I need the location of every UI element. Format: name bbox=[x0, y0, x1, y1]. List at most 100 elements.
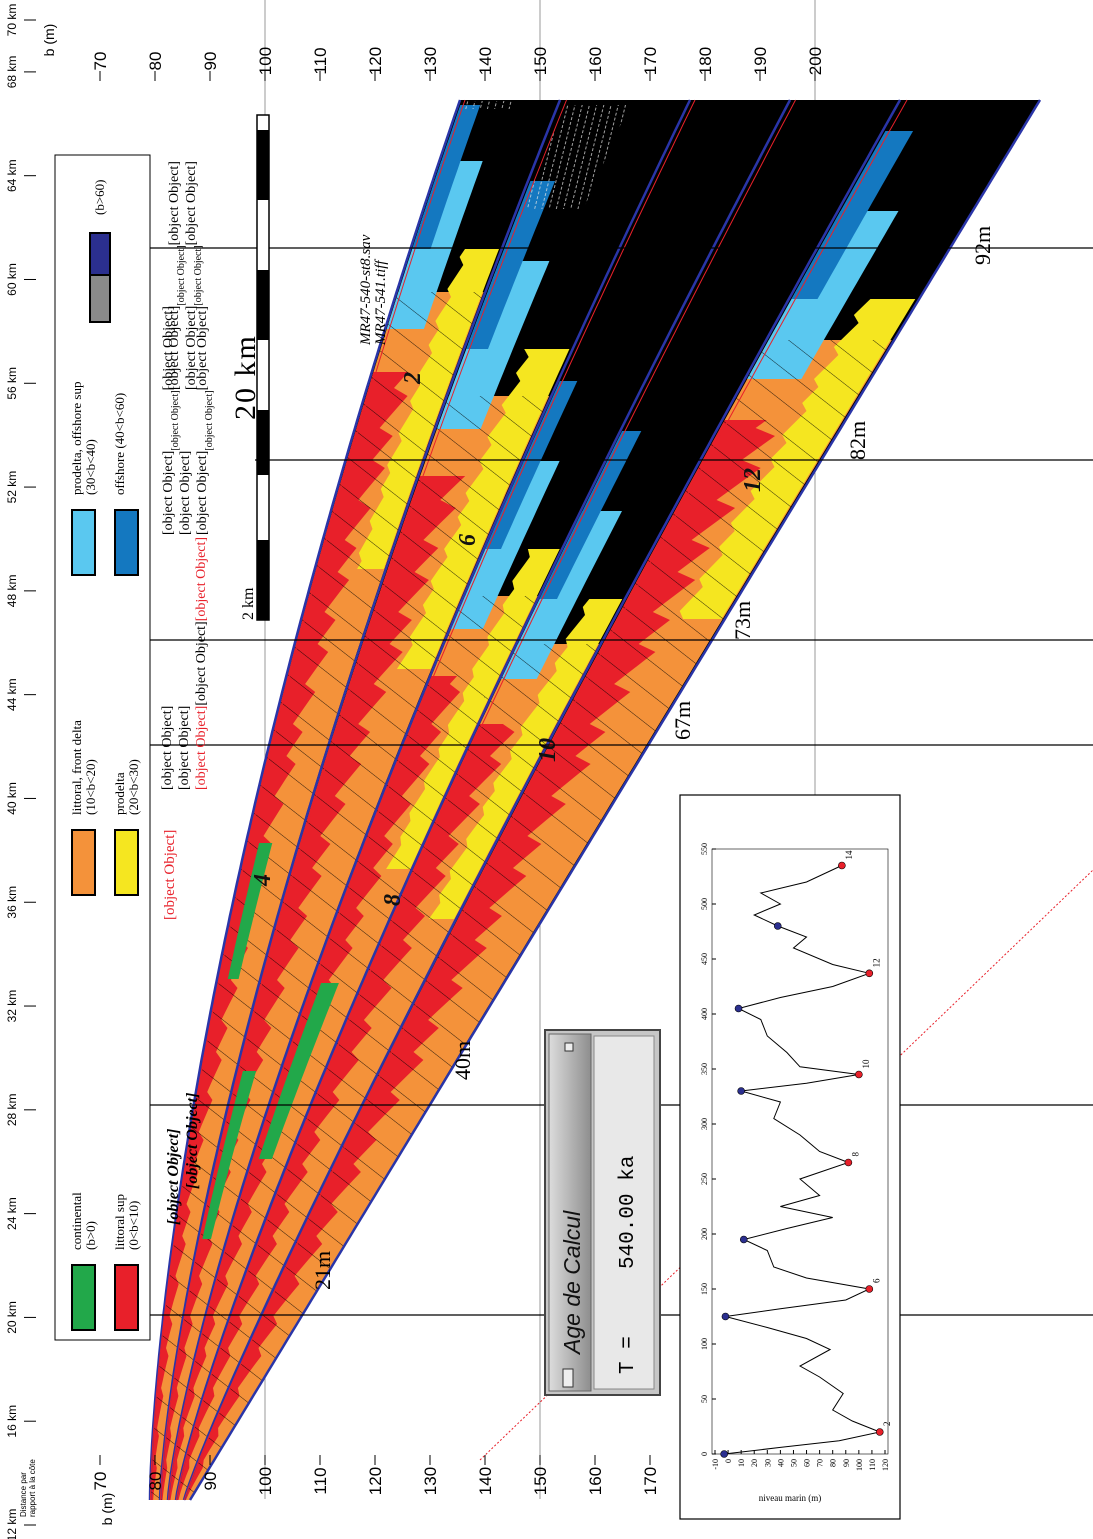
depth-tick-label: 90 bbox=[201, 1472, 220, 1491]
sea-level-marker-label: 14 bbox=[844, 850, 854, 860]
depth-axis-label: b (m) bbox=[41, 24, 57, 57]
parameter-text: [object Object] bbox=[193, 245, 204, 305]
distance-tick-label: 48 km bbox=[5, 575, 19, 608]
inset-box bbox=[679, 794, 901, 1520]
legend-range: (20<b<30) bbox=[126, 759, 141, 815]
legend-label: (b>60) bbox=[92, 180, 107, 216]
sequence-boundary bbox=[158, 99, 562, 1501]
parameter-text: [object Object] bbox=[161, 451, 176, 535]
inset-x-tick-label: 0 bbox=[700, 1452, 709, 1456]
inset-x-tick-label: 100 bbox=[700, 1338, 709, 1350]
legend-swatch bbox=[71, 829, 96, 896]
distance-tick-label: 70 km bbox=[5, 4, 19, 37]
dialog-title: Age de Calcul bbox=[559, 1210, 585, 1356]
distance-label-line: Distance par bbox=[19, 1472, 28, 1517]
well-label: 92m bbox=[970, 226, 995, 265]
parameter-line: [object Object] bbox=[184, 1093, 201, 1189]
file-name: MR47-541.tiff bbox=[373, 259, 389, 346]
legend-label: littoral, front delta(10<b<20) bbox=[69, 720, 98, 815]
legend-swatch bbox=[114, 509, 139, 576]
depth-tick-label: 160 bbox=[586, 47, 605, 75]
dialog-zoom bbox=[564, 1042, 574, 1052]
well-label: 21m bbox=[310, 1251, 335, 1290]
inset-y-tick-label: 10 bbox=[737, 1459, 746, 1467]
inset-x-tick-label: 50 bbox=[700, 1395, 709, 1403]
inset-x-tick-label: 150 bbox=[700, 1283, 709, 1295]
depth-tick-label: 180 bbox=[696, 47, 715, 75]
legend-label-text: continental bbox=[69, 1192, 84, 1250]
scale-bar-segment bbox=[257, 540, 269, 620]
parameter-line: [object Object][object Object][object Ob… bbox=[161, 306, 181, 535]
depth-tick-label: 110 bbox=[311, 47, 330, 74]
distance-label: Distance parrapport à la côte bbox=[19, 1459, 37, 1517]
parameter-text: [object Object] bbox=[167, 306, 182, 390]
sea-level-marker bbox=[739, 1235, 748, 1244]
inset-x-tick-label: 500 bbox=[700, 898, 709, 910]
distance-tick-label: 20 km bbox=[5, 1301, 19, 1334]
distance-tick-label: 36 km bbox=[5, 886, 19, 919]
parameter-line: [object Object][object Object][object Ob… bbox=[194, 537, 209, 790]
sequence-label: 12 bbox=[740, 468, 766, 492]
parameter-line: [object Object][object Object][object Ob… bbox=[167, 161, 187, 390]
inset-y-tick-label: 60 bbox=[803, 1459, 812, 1467]
parameter-line: [object Object] bbox=[165, 1129, 182, 1225]
clinoform-hatch bbox=[184, 340, 895, 1500]
parameter-text: [object Object] bbox=[184, 306, 199, 390]
sea-level-marker-label: 10 bbox=[861, 1059, 871, 1069]
parameter-text: [object Object] bbox=[167, 161, 182, 245]
offshore bbox=[466, 181, 556, 349]
dialog-close bbox=[562, 1368, 574, 1388]
sequence-label: 4 bbox=[250, 874, 276, 887]
depth-tick-label: 70 bbox=[91, 1472, 110, 1491]
parameter-text: [object Object] bbox=[194, 537, 209, 621]
parameter-text: [object Object] bbox=[177, 706, 192, 790]
depth-tick-label: 110 bbox=[311, 1467, 330, 1494]
dialog-variable: T = bbox=[617, 1336, 640, 1374]
sequence-boundary bbox=[174, 99, 792, 1501]
well-label: 82m bbox=[845, 421, 870, 460]
legend-label-text: prodelta, offshore sup bbox=[69, 382, 84, 495]
sequence-label: 8 bbox=[380, 894, 406, 906]
offshore bbox=[539, 431, 642, 599]
distance-tick-label: 32 km bbox=[5, 990, 19, 1023]
well-label: 40m bbox=[450, 1041, 475, 1080]
legend-range: (10<b<20) bbox=[83, 759, 98, 815]
sea-level-marker bbox=[737, 1087, 745, 1095]
scale-bar-label: 20 km bbox=[229, 334, 262, 420]
offshore-deep bbox=[523, 105, 630, 209]
legend-range: (b>0) bbox=[83, 1221, 98, 1250]
flooding-surface bbox=[159, 99, 567, 1501]
prodelta-offshore-sup bbox=[501, 511, 622, 679]
sea-level-marker-label: 2 bbox=[882, 1422, 892, 1427]
depth-axis-label: b (m) bbox=[99, 1493, 115, 1526]
depth-tick-label: 170 bbox=[641, 1467, 660, 1495]
parameter-text: [object Object] bbox=[184, 1093, 201, 1189]
legend-label-text: littoral sup bbox=[112, 1194, 127, 1250]
parameter-text: [object Object] bbox=[195, 306, 210, 390]
prodelta-offshore-sup bbox=[436, 261, 550, 429]
sea-level-marker-label: 8 bbox=[850, 1152, 860, 1157]
sea-level-marker bbox=[734, 1004, 743, 1013]
inset-y-tick-label: 100 bbox=[855, 1459, 864, 1471]
depth-tick-label: 140 bbox=[476, 47, 495, 75]
legend-label-text: offshore (40<b<60) bbox=[112, 393, 127, 495]
sea-level-marker bbox=[844, 1158, 853, 1167]
legend-swatch bbox=[89, 232, 111, 276]
inset-y-tick-label: 30 bbox=[763, 1459, 772, 1467]
legend-label: prodelta(20<b<30) bbox=[112, 759, 141, 815]
inset-x-tick-label: 450 bbox=[700, 953, 709, 965]
parameter-text: [object Object] bbox=[161, 306, 176, 390]
legend-label-text: littoral, front delta bbox=[69, 720, 84, 815]
inset-x-tick-label: 350 bbox=[700, 1063, 709, 1075]
scale-bar-segment bbox=[257, 270, 269, 340]
continental bbox=[202, 1071, 257, 1239]
depth-tick-label: 100 bbox=[256, 47, 275, 75]
offshore bbox=[412, 105, 481, 249]
parameter-text: [object Object] bbox=[178, 451, 193, 535]
distance-label-line: rapport à la côte bbox=[28, 1459, 37, 1517]
legend-label: offshore (40<b<60) bbox=[112, 393, 127, 495]
sea-level-marker bbox=[721, 1312, 730, 1321]
inset-x-tick-label: 200 bbox=[700, 1228, 709, 1240]
depth-tick-label: 90 bbox=[201, 52, 220, 71]
